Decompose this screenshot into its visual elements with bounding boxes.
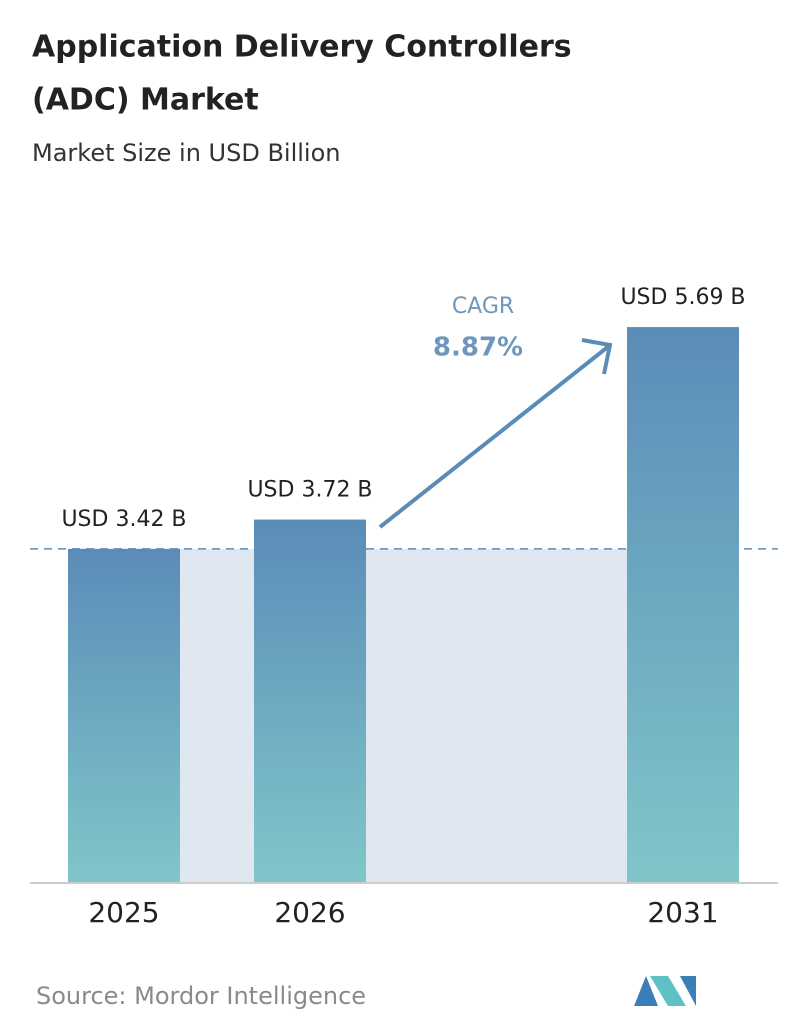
value-label: USD 5.69 B bbox=[620, 285, 745, 310]
bar bbox=[627, 327, 739, 883]
x-tick-label: 2025 bbox=[88, 896, 159, 929]
value-label: USD 3.42 B bbox=[61, 507, 186, 532]
x-tick-label: 2026 bbox=[274, 896, 345, 929]
cagr-arrow-head bbox=[581, 338, 613, 375]
cagr-label: CAGR bbox=[452, 294, 514, 319]
value-label: USD 3.72 B bbox=[247, 478, 372, 503]
source: Source: Mordor Intelligence bbox=[36, 982, 366, 1010]
logo bbox=[634, 976, 696, 1006]
x-tick-label: 2031 bbox=[647, 896, 718, 929]
cagr-value: 8.87% bbox=[433, 333, 523, 363]
chart-title: (ADC) Market bbox=[32, 83, 259, 118]
bar bbox=[68, 548, 180, 883]
cagr-arrow bbox=[378, 344, 611, 529]
chart-subtitle: Market Size in USD Billion bbox=[32, 139, 340, 167]
chart-title: Application Delivery Controllers bbox=[32, 30, 572, 65]
bar bbox=[254, 519, 366, 883]
